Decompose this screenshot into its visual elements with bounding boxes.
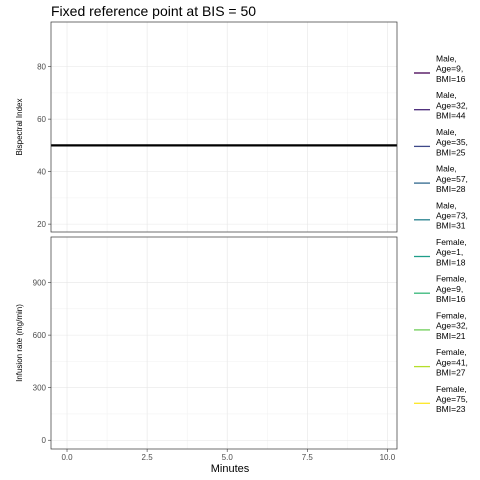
y-tick-label: 20 <box>37 220 46 229</box>
legend-item: Male, Age=32, BMI=44 <box>414 90 468 121</box>
legend-item: Male, Age=57, BMI=28 <box>414 164 468 194</box>
legend-label: Male, Age=32, BMI=44 <box>436 90 468 120</box>
y-tick-label: 300 <box>33 384 47 393</box>
panel-border <box>50 21 398 233</box>
panel-border <box>50 236 398 450</box>
panel-bis: 20 40 60 80 Bispectral Index <box>15 21 398 233</box>
legend-label: Female, Age=1, BMI=18 <box>436 237 467 267</box>
y-tick-label: 80 <box>37 63 46 72</box>
x-axis-title: Minutes <box>211 463 250 475</box>
y-tick-label: 40 <box>37 168 46 177</box>
legend-item: Male, Age=9, BMI=16 <box>414 54 466 84</box>
legend-item: Female, Age=9, BMI=16 <box>414 274 467 304</box>
legend: Male, Age=9, BMI=16 Male, Age=32, BMI=44 Male,… <box>414 54 468 414</box>
legend-label: Female, Age=9, BMI=16 <box>436 274 467 304</box>
x-tick-label: 10.0 <box>380 453 396 462</box>
legend-label: Male, Age=35, BMI=25 <box>436 127 468 157</box>
legend-item: Female, Age=75, BMI=23 <box>414 384 468 414</box>
y-tick-label: 60 <box>37 115 46 124</box>
legend-label: Female, Age=75, BMI=23 <box>436 384 468 414</box>
x-tick-label: 0.0 <box>61 453 73 462</box>
x-tick-label: 7.5 <box>302 453 314 462</box>
legend-item: Female, Age=41, BMI=27 <box>414 347 468 378</box>
x-tick-label: 2.5 <box>142 453 154 462</box>
chart-title: Fixed reference point at BIS = 50 <box>51 3 256 19</box>
legend-item: Male, Age=73, BMI=31 <box>414 200 468 231</box>
y-axis-title: Bispectral Index <box>15 99 24 156</box>
legend-item: Female, Age=1, BMI=18 <box>414 237 467 267</box>
y-tick-label: 600 <box>33 331 47 340</box>
panel-background <box>51 237 397 449</box>
panel-background <box>51 22 397 232</box>
legend-item: Male, Age=35, BMI=25 <box>414 127 468 157</box>
y-tick-label: 0 <box>42 436 47 445</box>
y-axis-title: Infusion rate (mg/min) <box>15 304 24 382</box>
panels: 20 40 60 80 Bispectral Index 0 300 600 900 Infusi… <box>15 21 398 462</box>
panel-infusion: 0 300 600 900 Infusion rate (mg/min) 0.0 2.5 5.… <box>15 236 398 462</box>
y-tick-label: 900 <box>33 279 47 288</box>
legend-label: Female, Age=32, BMI=21 <box>436 310 468 340</box>
legend-item: Female, Age=32, BMI=21 <box>414 310 468 341</box>
legend-label: Male, Age=73, BMI=31 <box>436 200 468 230</box>
legend-label: Female, Age=41, BMI=27 <box>436 347 468 377</box>
x-tick-label: 5.0 <box>222 453 234 462</box>
legend-label: Male, Age=9, BMI=16 <box>436 54 466 84</box>
legend-label: Male, Age=57, BMI=28 <box>436 164 468 194</box>
